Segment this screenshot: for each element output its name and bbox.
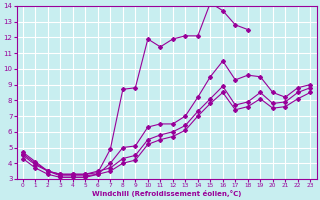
X-axis label: Windchill (Refroidissement éolien,°C): Windchill (Refroidissement éolien,°C)	[92, 190, 241, 197]
